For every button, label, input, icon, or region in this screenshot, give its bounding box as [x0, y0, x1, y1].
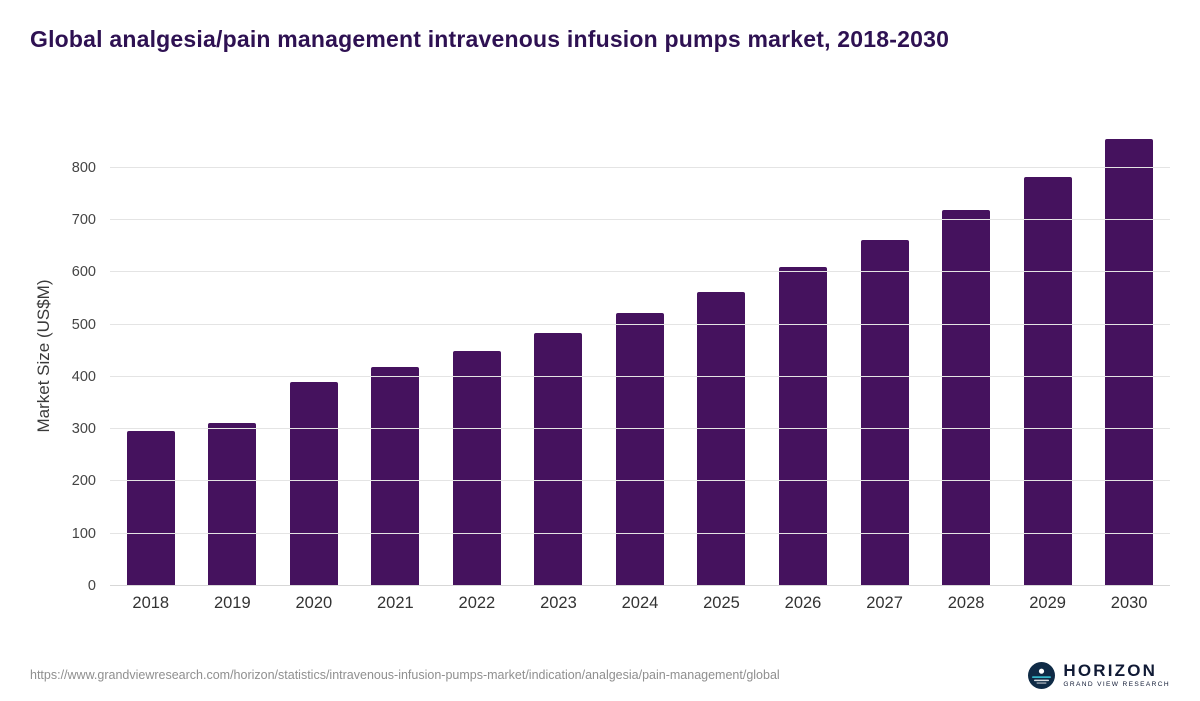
x-tick-label-2020: 2020	[295, 594, 333, 612]
bar-slot-2027	[844, 126, 926, 586]
x-tick-label-2023: 2023	[540, 594, 577, 612]
bar-2018	[126, 430, 175, 586]
x-tick-label-2027: 2027	[866, 594, 903, 612]
bar-slot-2029	[1007, 126, 1089, 586]
y-tick-label-100: 100	[71, 525, 96, 542]
gridline-100	[110, 532, 1170, 534]
y-axis-title: Market Size (US$M)	[34, 279, 53, 433]
bar-2024	[615, 313, 664, 586]
gridline-300	[110, 428, 1170, 430]
gridline-0	[110, 585, 1170, 586]
bar-slot-2021	[355, 126, 437, 586]
gridline-700	[110, 219, 1170, 221]
y-tick-label-600: 600	[71, 264, 96, 281]
bar-2022	[452, 350, 501, 586]
bar-slot-2028	[925, 126, 1007, 586]
x-tick-label-2024: 2024	[621, 594, 659, 612]
y-tick-label-300: 300	[71, 421, 96, 438]
gridline-600	[110, 271, 1170, 273]
gridline-200	[110, 480, 1170, 482]
bar-2027	[860, 239, 909, 586]
bars-container	[110, 126, 1170, 586]
bar-slot-2020	[273, 126, 355, 586]
bar-slot-2018	[110, 126, 192, 586]
gridline-400	[110, 375, 1170, 377]
y-tick-label-800: 800	[71, 159, 96, 176]
bar-2020	[289, 382, 338, 586]
x-axis-labels: 2018 2019 2020 2021 2022 2023 2024 2025 2026 2027…	[110, 594, 1170, 613]
bar-slot-2024	[599, 126, 681, 586]
bar-slot-2026	[762, 126, 844, 586]
bar-2030	[1105, 138, 1154, 586]
logo-brand: HORIZON	[1063, 661, 1158, 681]
bar-slot-2023	[518, 126, 600, 586]
x-tick-label-2025: 2025	[703, 594, 740, 612]
x-tick-label-2019: 2019	[213, 594, 251, 612]
x-tick-label-2026: 2026	[784, 594, 822, 612]
logo-text: HORIZON GRAND VIEW RESEARCH	[1063, 662, 1170, 689]
x-tick-label-2021: 2021	[377, 594, 414, 612]
x-tick-label-2022: 2022	[458, 594, 496, 612]
plot-area: 0 100 200 300 400 500 600 700 800	[72, 126, 1170, 594]
bar-slot-2022	[436, 126, 518, 586]
bar-2028	[942, 210, 991, 586]
bar-2023	[534, 333, 583, 586]
page-title: Global analgesia/pain management intrave…	[30, 26, 950, 52]
bar-slot-2025	[681, 126, 763, 586]
x-tick-label-2018: 2018	[132, 594, 170, 612]
footer: https://www.grandviewresearch.com/horizo…	[30, 662, 1170, 689]
logo-tagline: GRAND VIEW RESEARCH	[1063, 680, 1170, 688]
y-tick-label-400: 400	[71, 368, 96, 385]
y-tick-label-500: 500	[71, 316, 96, 333]
y-tick-label-0: 0	[87, 578, 96, 594]
bar-slot-2030	[1088, 126, 1170, 586]
horizon-circle-icon	[1028, 662, 1056, 689]
horizon-logo: HORIZON GRAND VIEW RESEARCH	[1028, 662, 1170, 689]
x-tick-label-2030: 2030	[1110, 594, 1148, 612]
x-tick-label-2029: 2029	[1029, 594, 1066, 612]
bar-slot-2019	[192, 126, 274, 586]
source-url: https://www.grandviewresearch.com/horizo…	[30, 667, 780, 682]
bar-2019	[208, 422, 257, 586]
y-tick-label-200: 200	[71, 473, 96, 490]
gridline-800	[110, 166, 1170, 168]
x-tick-label-2028: 2028	[947, 594, 985, 612]
bar-2025	[697, 291, 746, 586]
bar-2029	[1023, 177, 1072, 586]
bar-2026	[779, 267, 828, 586]
bar-2021	[371, 366, 420, 586]
y-tick-label-700: 700	[71, 212, 96, 229]
gridline-500	[110, 323, 1170, 325]
bar-chart: Market Size (US$M) 0 100 200 300 400 500 600 70…	[30, 126, 1170, 621]
